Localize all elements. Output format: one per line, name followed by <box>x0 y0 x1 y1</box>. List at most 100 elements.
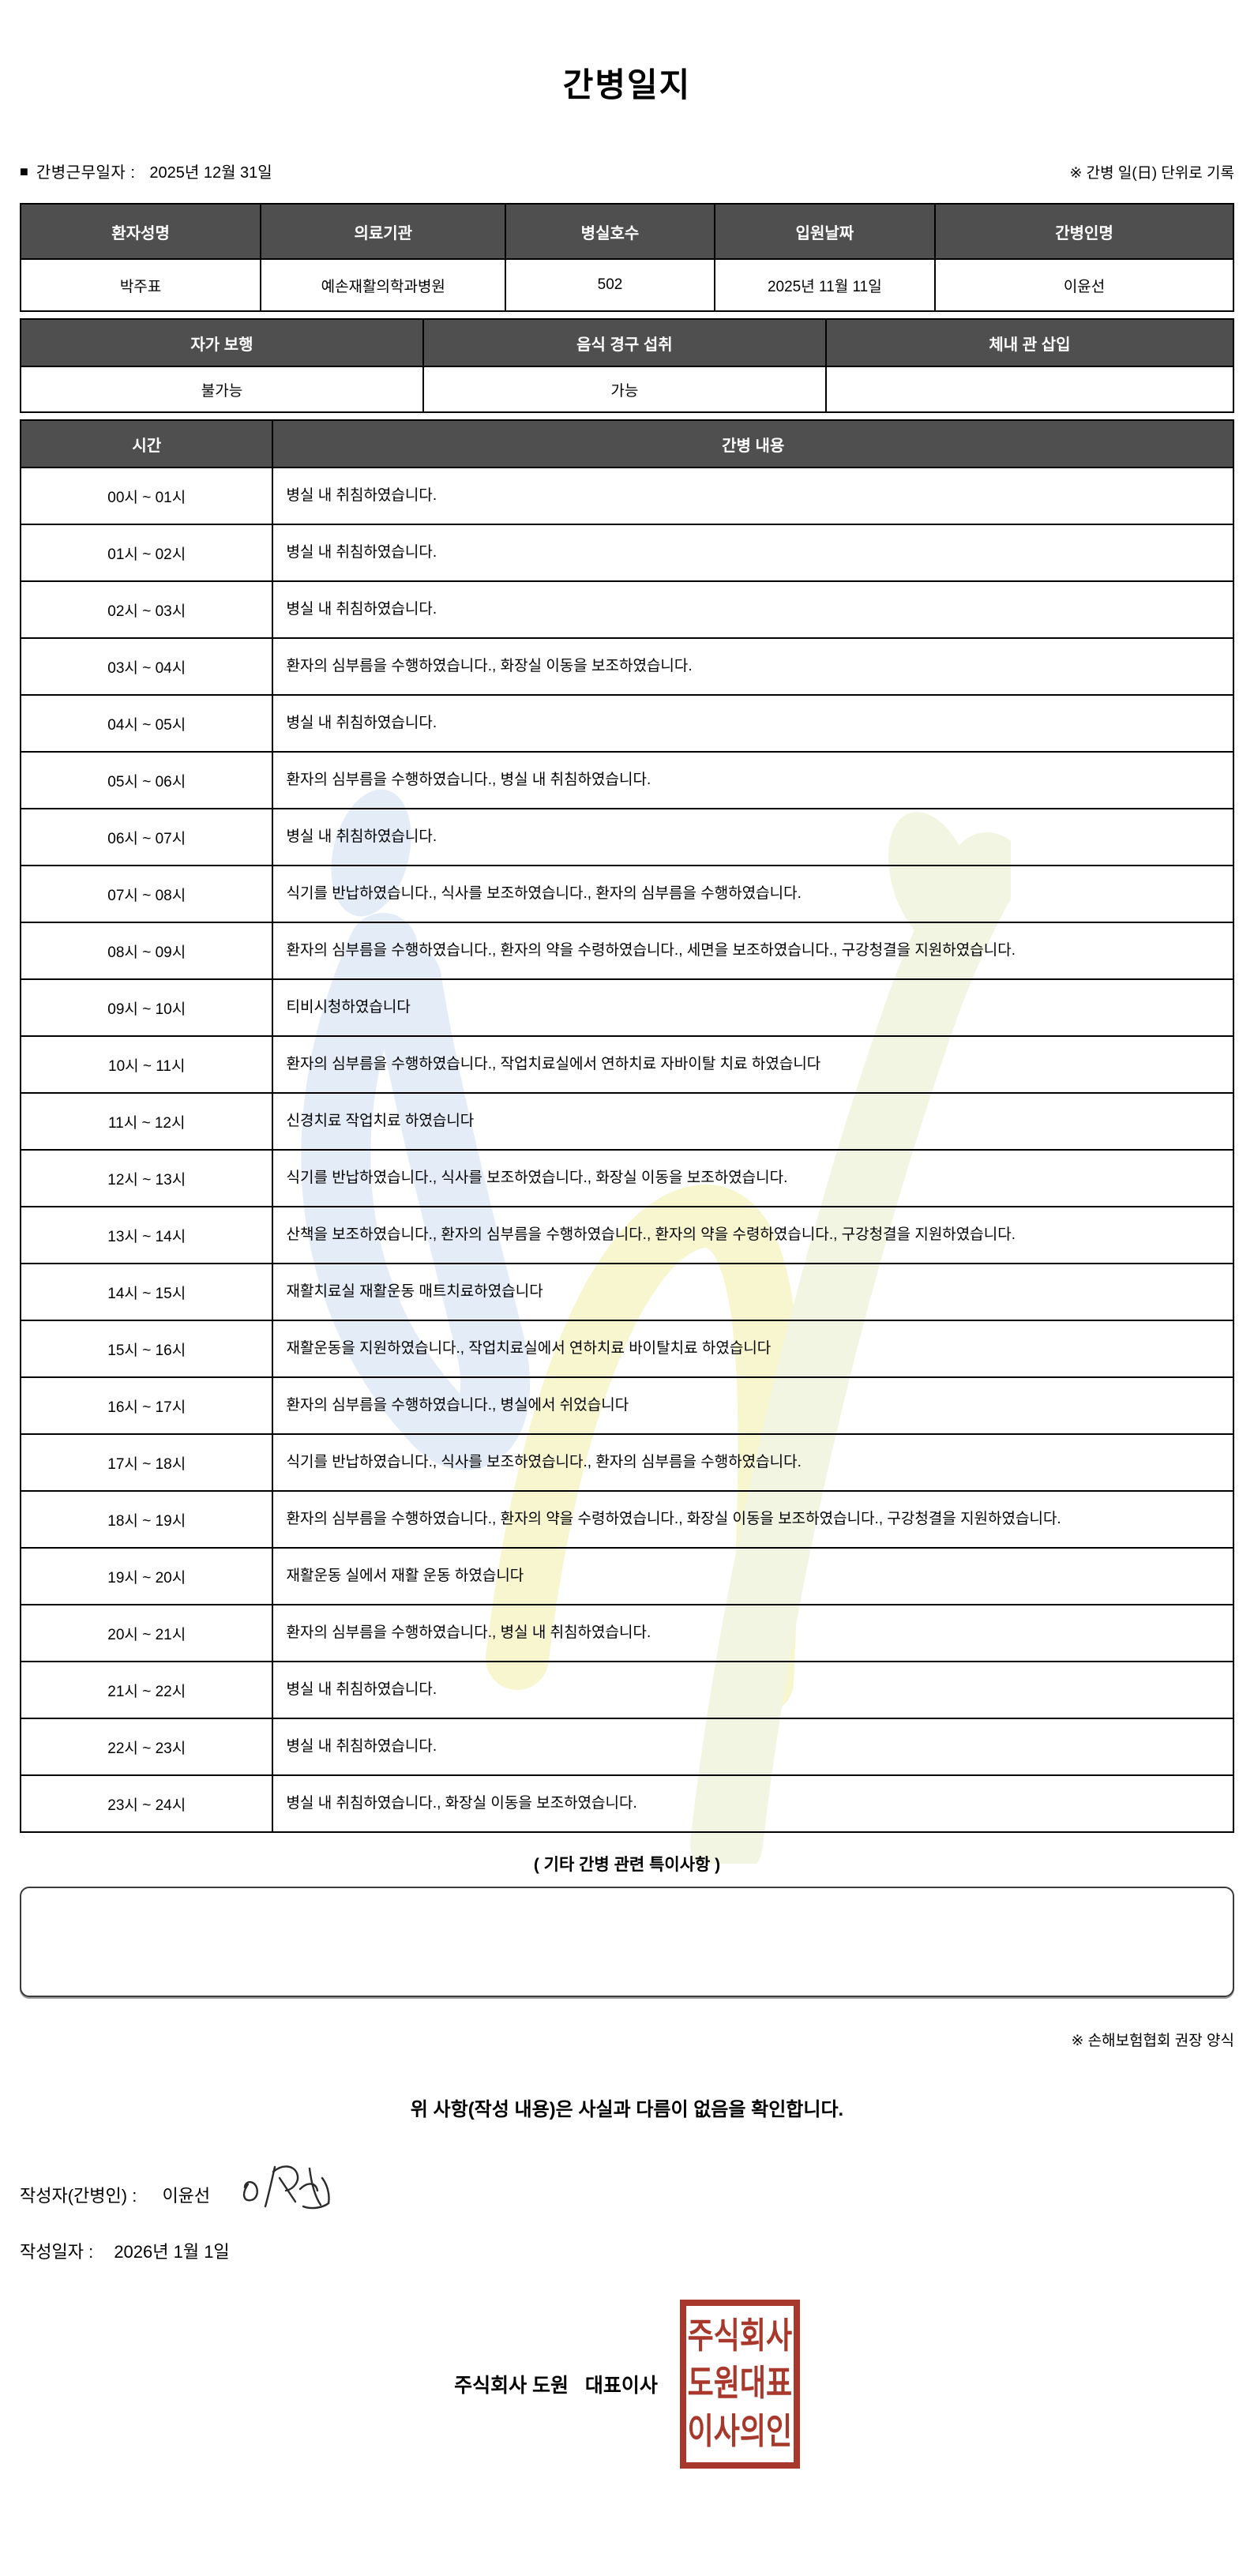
notes-section-label: ( 기타 간병 관련 특이사항 ) <box>533 1856 721 1874</box>
care-row-content: 재활치료실 재활운동 매트치료하였습니다 <box>272 1263 1234 1321</box>
care-row-time: 14시 ~ 15시 <box>19 1263 274 1321</box>
unit-note: ※ 간병 일(日) 단위로 기록 <box>1069 165 1234 182</box>
care-row-time: 05시 ~ 06시 <box>19 751 274 809</box>
write-date-line: 작성일자 : 2026년 1월 1일 <box>20 2238 1234 2263</box>
care-row-time: 16시 ~ 17시 <box>19 1376 274 1435</box>
care-row-content: 환자의 심부름을 수행하였습니다., 환자의 약을 수령하였습니다., 세면을 … <box>272 922 1234 980</box>
care-row-time: 03시 ~ 04시 <box>19 637 274 696</box>
patient-status-table: 자가 보행 음식 경구 섭취 체내 관 삽입 불가능 가능 <box>20 318 1235 413</box>
care-table-row: 02시 ~ 03시 병실 내 취침하였습니다. <box>19 580 1234 639</box>
care-row-content: 병실 내 취침하였습니다. <box>272 467 1234 525</box>
patient-status-value-row: 불가능 가능 <box>20 366 1235 413</box>
care-row-content: 병실 내 취침하였습니다., 화장실 이동을 보조하였습니다. <box>272 1774 1234 1833</box>
care-row-content: 병실 내 취침하였습니다. <box>272 524 1234 582</box>
patient-info-value-row: 박주표 예손재활의학과병원 502 2025년 11월 11일 이윤선 <box>19 258 1234 312</box>
care-row-time: 15시 ~ 16시 <box>19 1320 274 1378</box>
care-log-table: 시간 간병 내용 00시 ~ 01시 병실 내 취침하였습니다. 01시 ~ 02시… <box>19 419 1234 1833</box>
care-row-content: 병실 내 취침하였습니다. <box>272 1718 1234 1776</box>
care-row-time: 04시 ~ 05시 <box>19 694 274 753</box>
care-row-content: 환자의 심부름을 수행하였습니다., 병실 내 취침하였습니다. <box>272 751 1234 809</box>
seal-line: 도원대표 <box>687 2363 793 2403</box>
header-admission-date: 입원날짜 <box>713 203 937 260</box>
square-bullet-icon: ■ <box>20 163 28 179</box>
care-row-content: 환자의 심부름을 수행하였습니다., 화장실 이동을 보조하였습니다. <box>272 637 1234 696</box>
care-table-row: 22시 ~ 23시 병실 내 취침하였습니다. <box>19 1718 1234 1776</box>
seal-line: 이사의인 <box>687 2411 793 2451</box>
work-date-line: ■ 간병근무일자 : 2025년 12월 31일 <box>20 160 272 182</box>
care-row-content: 환자의 심부름을 수행하였습니다., 환자의 약을 수령하였습니다., 화장실 … <box>272 1490 1234 1549</box>
care-row-time: 01시 ~ 02시 <box>19 524 274 582</box>
care-row-time: 12시 ~ 13시 <box>19 1149 274 1207</box>
value-room-number: 502 <box>505 258 715 312</box>
care-row-time: 13시 ~ 14시 <box>19 1206 274 1264</box>
care-row-time: 06시 ~ 07시 <box>19 808 274 866</box>
notes-box <box>20 1887 1234 1997</box>
form-note: ※ 손해보험협회 권장 양식 <box>1071 2033 1234 2049</box>
care-table-row: 12시 ~ 13시 식기를 반납하였습니다., 식사를 보조하였습니다., 화장실… <box>19 1149 1234 1207</box>
header-self-walking: 자가 보행 <box>20 318 424 367</box>
care-row-content: 환자의 심부름을 수행하였습니다., 병실에서 쉬었습니다 <box>272 1376 1234 1435</box>
value-patient-name: 박주표 <box>19 258 262 312</box>
company-name-line: 주식회사 도원 대표이사 <box>454 2375 658 2397</box>
care-table-row: 01시 ~ 02시 병실 내 취침하였습니다. <box>19 524 1234 582</box>
care-row-time: 17시 ~ 18시 <box>19 1433 274 1492</box>
value-oral-intake: 가능 <box>422 366 827 413</box>
care-row-time: 09시 ~ 10시 <box>19 978 274 1037</box>
care-row-time: 18시 ~ 19시 <box>19 1490 274 1549</box>
care-table-row: 07시 ~ 08시 식기를 반납하였습니다., 식사를 보조하였습니다., 환자의… <box>19 865 1234 923</box>
care-row-content: 병실 내 취침하였습니다. <box>272 808 1234 866</box>
care-row-content: 병실 내 취침하였습니다. <box>272 580 1234 639</box>
care-row-content: 식기를 반납하였습니다., 식사를 보조하였습니다., 환자의 심부름을 수행하… <box>272 1433 1234 1492</box>
care-table-row: 14시 ~ 15시 재활치료실 재활운동 매트치료하였습니다 <box>19 1263 1234 1321</box>
header-room-number: 병실호수 <box>505 203 715 260</box>
care-table-row: 10시 ~ 11시 환자의 심부름을 수행하였습니다., 작업치료실에서 연하치료… <box>19 1035 1234 1094</box>
care-row-time: 23시 ~ 24시 <box>19 1774 274 1833</box>
care-table-header-row: 시간 간병 내용 <box>19 419 1234 468</box>
handwritten-signature <box>243 2165 330 2210</box>
corporate-seal-stamp: 주식회사 도원대표 이사의인 <box>679 2300 800 2469</box>
value-caregiver-name: 이윤선 <box>934 258 1234 312</box>
care-row-content: 환자의 심부름을 수행하였습니다., 작업치료실에서 연하치료 자바이탈 치료 … <box>272 1035 1234 1094</box>
care-table-row: 23시 ~ 24시 병실 내 취침하였습니다., 화장실 이동을 보조하였습니다. <box>19 1774 1234 1833</box>
care-table-row: 21시 ~ 22시 병실 내 취침하였습니다. <box>19 1661 1234 1719</box>
care-row-content: 병실 내 취침하였습니다. <box>272 1661 1234 1719</box>
care-row-time: 20시 ~ 21시 <box>19 1604 274 1662</box>
care-table-row: 09시 ~ 10시 티비시청하였습니다 <box>19 978 1234 1037</box>
care-row-content: 티비시청하였습니다 <box>272 978 1234 1037</box>
value-internal-tube <box>824 366 1235 413</box>
write-date-label: 작성일자 : <box>20 2242 99 2262</box>
header-medical-institution: 의료기관 <box>260 203 507 260</box>
header-time: 시간 <box>19 419 274 468</box>
care-table-row: 04시 ~ 05시 병실 내 취침하였습니다. <box>19 694 1234 753</box>
writer-label: 작성자(간병인) : <box>20 2186 142 2206</box>
care-table-row: 13시 ~ 14시 산책을 보조하였습니다., 환자의 심부름을 수행하였습니다.… <box>19 1206 1234 1264</box>
work-date-label: 간병근무일자 : <box>36 164 136 182</box>
meta-row: ■ 간병근무일자 : 2025년 12월 31일 ※ 간병 일(日) 단위로 기… <box>20 160 1234 182</box>
patient-info-table: 환자성명 의료기관 병실호수 입원날짜 간병인명 박주표 예손재활의학과병원 5… <box>19 203 1234 312</box>
care-table-row: 17시 ~ 18시 식기를 반납하였습니다., 식사를 보조하였습니다., 환자의… <box>19 1433 1234 1492</box>
page-title: 간병일지 <box>562 66 692 103</box>
value-medical-institution: 예손재활의학과병원 <box>260 258 507 312</box>
care-table-row: 08시 ~ 09시 환자의 심부름을 수행하였습니다., 환자의 약을 수령하였습… <box>19 922 1234 980</box>
care-row-content: 신경치료 작업치료 하였습니다 <box>272 1092 1234 1151</box>
header-internal-tube: 체내 관 삽입 <box>824 318 1235 367</box>
value-self-walking: 불가능 <box>20 366 424 413</box>
care-table-row: 11시 ~ 12시 신경치료 작업치료 하였습니다 <box>19 1092 1234 1151</box>
care-row-time: 22시 ~ 23시 <box>19 1718 274 1776</box>
care-table-row: 06시 ~ 07시 병실 내 취침하였습니다. <box>19 808 1234 866</box>
value-admission-date: 2025년 11월 11일 <box>713 258 937 312</box>
care-row-time: 08시 ~ 09시 <box>19 922 274 980</box>
write-date-value: 2026년 1월 1일 <box>114 2242 230 2262</box>
writer-name: 이윤선 <box>162 2186 211 2206</box>
care-table-row: 19시 ~ 20시 재활운동 실에서 재활 운동 하였습니다 <box>19 1547 1234 1605</box>
care-table-row: 20시 ~ 21시 환자의 심부름을 수행하였습니다., 병실 내 취침하였습니다… <box>19 1604 1234 1662</box>
header-patient-name: 환자성명 <box>19 203 262 260</box>
writer-line: 작성자(간병인) : 이윤선 <box>20 2165 1234 2217</box>
care-table-row: 03시 ~ 04시 환자의 심부름을 수행하였습니다., 화장실 이동을 보조하였… <box>19 637 1234 696</box>
care-row-time: 07시 ~ 08시 <box>19 865 274 923</box>
care-row-content: 식기를 반납하였습니다., 식사를 보조하였습니다., 환자의 심부름을 수행하… <box>272 865 1234 923</box>
care-table-row: 05시 ~ 06시 환자의 심부름을 수행하였습니다., 병실 내 취침하였습니다… <box>19 751 1234 809</box>
care-row-time: 21시 ~ 22시 <box>19 1661 274 1719</box>
care-row-time: 02시 ~ 03시 <box>19 580 274 639</box>
care-row-time: 11시 ~ 12시 <box>19 1092 274 1151</box>
